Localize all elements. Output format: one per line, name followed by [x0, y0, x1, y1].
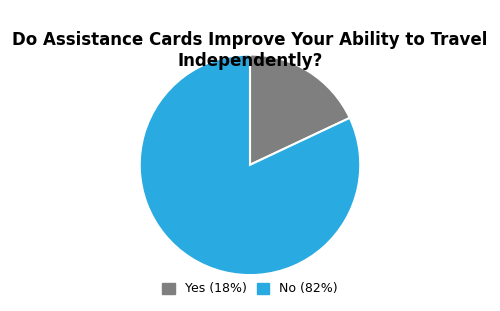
Wedge shape [250, 54, 350, 165]
Legend: Yes (18%), No (82%): Yes (18%), No (82%) [156, 276, 344, 302]
Wedge shape [140, 54, 360, 275]
Text: Do Assistance Cards Improve Your Ability to Travel
Independently?: Do Assistance Cards Improve Your Ability… [12, 31, 488, 70]
